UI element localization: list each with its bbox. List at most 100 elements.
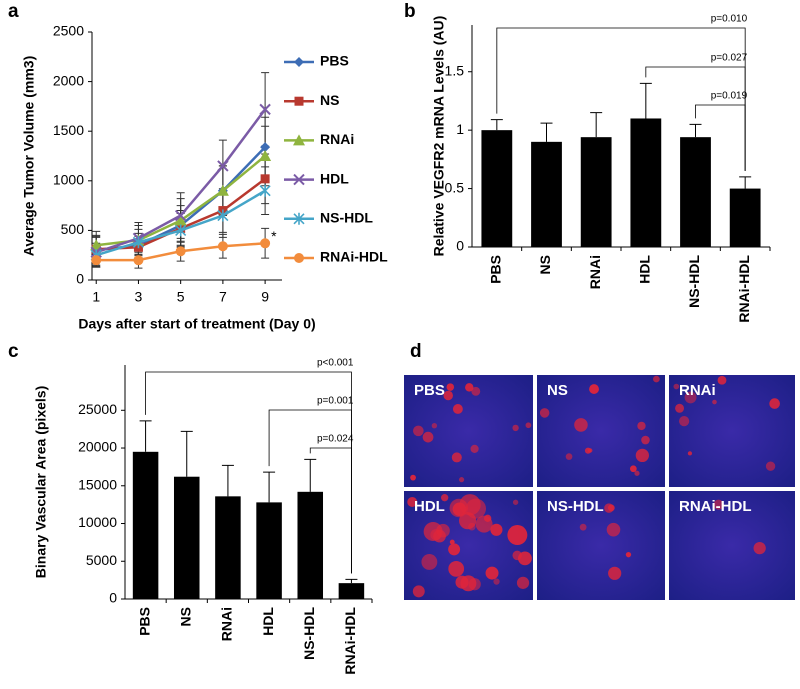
vessel-stain [516, 576, 530, 589]
vessel-stain [604, 503, 614, 513]
y-tick-label: 0 [76, 271, 84, 287]
legend-label: NS [320, 92, 339, 108]
vessel-stain [440, 493, 449, 502]
p-value: p=0.027 [711, 53, 748, 64]
y-tick-label: 10000 [78, 514, 117, 530]
vessel-stain [712, 399, 717, 405]
x-axis-title: Days after start of treatment (Day 0) [78, 316, 315, 332]
y-axis-title: Relative VEGFR2 mRNA Levels (AU) [431, 16, 447, 257]
vessel-stain [468, 578, 481, 591]
vessel-stain [458, 477, 465, 483]
x-tick-label: 1 [92, 289, 100, 305]
image-label: PBS [414, 382, 445, 399]
error-bar [490, 119, 503, 131]
data-point [259, 184, 271, 197]
y-tick-label: 500 [61, 221, 85, 237]
image-label: RNAi-HDL [679, 498, 752, 515]
data-point [175, 246, 186, 257]
bar [297, 491, 324, 599]
vessel-stain [421, 554, 438, 570]
x-tick-label: PBS [136, 607, 152, 636]
x-tick-label: NS [537, 255, 553, 274]
vessel-stain [471, 386, 481, 396]
y-axis-title: Binary Vascular Area (pixels) [33, 386, 49, 578]
data-point [90, 239, 103, 251]
error-bar [263, 471, 276, 503]
vessel-stain [459, 512, 477, 530]
vessel-stain [484, 514, 492, 522]
micrograph: NS [537, 375, 665, 487]
panel-label: a [8, 1, 19, 22]
vessel-stain [512, 424, 519, 432]
legend-label: RNAi-HDL [320, 249, 388, 265]
error-bar [739, 176, 752, 189]
bracket [309, 447, 352, 574]
bar [173, 476, 200, 599]
y-tick-label: 2000 [53, 72, 84, 88]
y-axis-title: Average Tumor Volume (mm3) [21, 56, 37, 256]
micrograph: NS-HDL [537, 491, 665, 600]
error-bar [304, 458, 317, 492]
x-tick-label: RNAi [219, 607, 235, 641]
x-tick-label: 9 [261, 289, 269, 305]
vessel-stain [653, 375, 660, 383]
vessel-stain [493, 578, 500, 585]
data-point [217, 160, 229, 172]
vessel-stain [465, 383, 474, 392]
vessel-stain [634, 470, 640, 476]
vessel-stain [625, 551, 632, 558]
bar [630, 118, 662, 247]
data-point [260, 238, 271, 249]
vessel-stain [490, 523, 503, 536]
y-tick-label: 0 [456, 238, 464, 254]
vessel-stain [512, 499, 519, 505]
micrograph-bg [537, 491, 665, 600]
y-tick-label: 25000 [78, 401, 117, 417]
annotation: * [271, 228, 277, 244]
y-tick-label: 0.5 [445, 179, 465, 195]
y-tick-label: 2500 [53, 23, 84, 39]
vessel-stain [635, 448, 649, 463]
x-tick-label: RNAi-HDL [342, 607, 358, 675]
vessel-stain [507, 525, 528, 546]
vessel-stain [717, 375, 727, 385]
x-tick-label: 7 [219, 289, 227, 305]
data-point [217, 241, 228, 252]
vessel-stain [470, 444, 479, 453]
panel-label: d [410, 341, 422, 362]
image-label: RNAi [679, 382, 716, 399]
legend-label: NS-HDL [320, 210, 373, 226]
error-bar [639, 82, 652, 119]
data-point [216, 184, 229, 196]
vessel-stain [452, 404, 463, 414]
bar [132, 451, 159, 599]
vessel-stain [443, 390, 453, 401]
error-bar [180, 430, 193, 477]
vessel-stain [525, 422, 532, 429]
data-point [259, 103, 271, 116]
x-tick-label: NS-HDL [301, 607, 317, 660]
legend-marker [294, 96, 304, 106]
vessel-stain [687, 451, 693, 456]
error-bar [689, 123, 702, 138]
p-value: p=0.001 [317, 396, 354, 407]
bar [215, 496, 241, 599]
data-point [133, 255, 144, 266]
vessel-stain [512, 550, 522, 561]
image-label: NS [547, 382, 568, 399]
x-tick-label: HDL [260, 607, 276, 636]
bar [338, 583, 365, 599]
vessel-stain [413, 425, 424, 437]
image-label: HDL [414, 498, 445, 515]
vessel-stain [539, 408, 550, 418]
bar [481, 130, 513, 247]
legend-marker [293, 212, 305, 225]
vessel-stain [448, 543, 461, 556]
vessel-stain [678, 416, 690, 427]
bar [729, 188, 761, 247]
data-point [260, 142, 271, 153]
x-tick-label: RNAi [587, 255, 603, 289]
data-point [175, 224, 187, 237]
micrograph-bg [537, 375, 665, 487]
